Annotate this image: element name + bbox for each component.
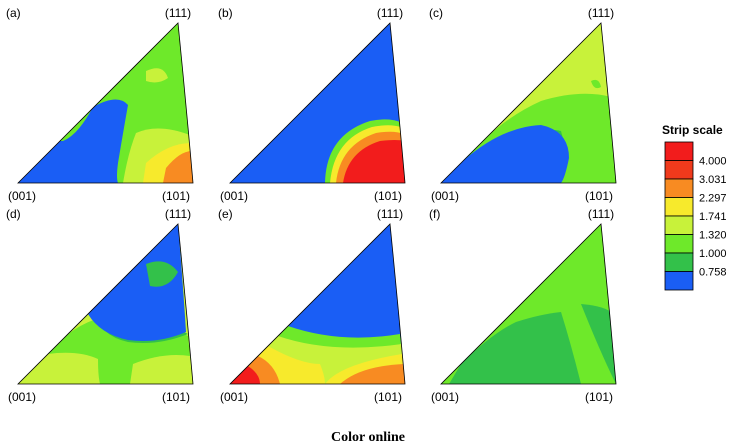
intensity-region — [343, 140, 405, 183]
corner-label-101: (101) — [374, 189, 402, 203]
panel-label: (d) — [6, 207, 21, 221]
corner-label-001: (001) — [8, 189, 36, 203]
scale-tick-label: 2.297 — [699, 193, 727, 205]
triangle-outline — [17, 22, 194, 184]
corner-label-111: (111) — [165, 207, 191, 221]
pole-figure-panel: (b) (111) (001) (101) — [218, 6, 406, 203]
scale-tick-label: 4.000 — [699, 156, 727, 168]
triangle-outline — [440, 22, 617, 184]
pole-figure-panel: (a) (111) (001) (101) — [6, 6, 194, 203]
intensity-region — [146, 261, 178, 287]
scale-swatch — [664, 141, 694, 161]
pole-figure-panel: (e) (111) (001) (101) — [218, 207, 406, 404]
corner-label-001: (001) — [431, 189, 459, 203]
scale-tick-label: 1.000 — [699, 248, 727, 260]
pole-figure-panel: (d) (111) (001) (101) — [6, 207, 194, 404]
panel-label: (c) — [429, 6, 443, 20]
figure-caption: Color online — [331, 430, 405, 445]
panel-label: (a) — [6, 6, 21, 20]
corner-label-001: (001) — [220, 390, 248, 404]
intensity-region — [130, 355, 193, 384]
corner-label-101: (101) — [162, 189, 190, 203]
intensity-region — [230, 366, 260, 384]
intensity-region — [88, 224, 186, 341]
intensity-region — [441, 125, 569, 183]
scale-swatch — [664, 234, 694, 254]
intensity-region — [163, 151, 193, 183]
corner-label-101: (101) — [585, 189, 613, 203]
corner-label-111: (111) — [165, 6, 191, 20]
triangle-outline — [229, 223, 406, 385]
intensity-region — [146, 68, 168, 83]
corner-label-111: (111) — [588, 207, 614, 221]
corner-label-101: (101) — [162, 390, 190, 404]
scale-tick-label: 1.741 — [699, 211, 727, 223]
intensity-region — [340, 364, 405, 384]
triangle-outline — [17, 223, 194, 385]
corner-label-111: (111) — [377, 207, 403, 221]
scale-swatch — [664, 252, 694, 272]
scale-tick-label: 0.758 — [699, 267, 727, 279]
intensity-region — [591, 79, 601, 89]
intensity-region — [581, 304, 616, 384]
corner-label-111: (111) — [377, 6, 403, 20]
corner-label-001: (001) — [8, 390, 36, 404]
triangle-outline — [229, 22, 406, 184]
scale-swatch — [664, 197, 694, 217]
scale-title: Strip scale — [662, 123, 723, 137]
corner-label-001: (001) — [220, 189, 248, 203]
intensity-region — [18, 99, 128, 183]
scale-swatch — [664, 178, 694, 198]
corner-label-101: (101) — [374, 390, 402, 404]
pole-figure-panel: (f) (111) (001) (101) — [429, 207, 617, 404]
corner-label-101: (101) — [585, 390, 613, 404]
intensity-region — [18, 352, 100, 384]
scale-tick-label: 3.031 — [699, 174, 727, 186]
corner-label-111: (111) — [588, 6, 614, 20]
scale-swatch — [664, 160, 694, 180]
intensity-region — [449, 312, 581, 384]
panel-label: (e) — [218, 207, 233, 221]
pole-figure-panel: (c) (111) (001) (101) — [429, 6, 617, 203]
scale-swatch — [664, 271, 694, 291]
scale-swatch — [664, 215, 694, 235]
scale-tick-label: 1.320 — [699, 230, 727, 242]
triangle-outline — [440, 223, 617, 385]
corner-label-001: (001) — [431, 390, 459, 404]
panel-label: (b) — [218, 6, 233, 20]
panel-label: (f) — [429, 207, 440, 221]
